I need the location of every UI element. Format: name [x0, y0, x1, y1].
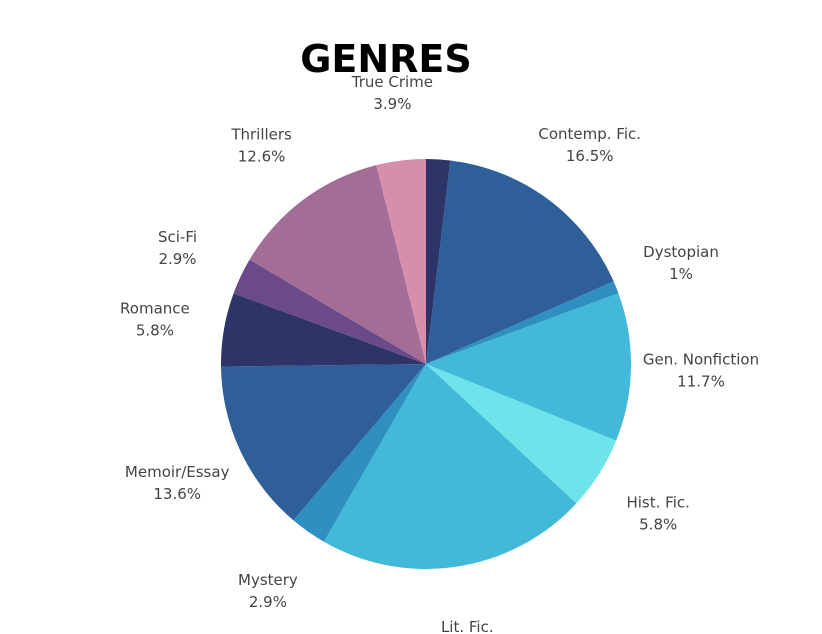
slice-label-romance: Romance 5.8%	[120, 300, 190, 340]
pie-slice-lit-fic	[323, 364, 577, 570]
slice-labels: Contemp. Fic. 16.5% Dystopian 1% Gen. Nonfic…	[120, 73, 759, 634]
chart-title: GENRES	[300, 37, 472, 81]
pie-slice-contemp-fic	[426, 160, 614, 364]
pie-slice-true-crime	[376, 159, 426, 364]
pie-slice-thrillers	[249, 165, 426, 364]
slice-label-contemp-fic: Contemp. Fic. 16.5%	[538, 125, 641, 165]
slice-label-hist-fic: Hist. Fic. 5.8%	[626, 493, 689, 533]
slice-label-mystery: Mystery 2.9%	[238, 571, 298, 611]
slice-label-gen-nonfiction: Gen. Nonfiction 11.7%	[643, 350, 759, 390]
pie-slice-romance	[221, 293, 426, 367]
pie-slice-mystery	[293, 364, 426, 542]
slice-label-thrillers: Thrillers 12.6%	[230, 126, 292, 166]
pie-slice-unlabeled-0	[426, 159, 451, 364]
slice-label-memoir-essay: Memoir/Essay 13.6%	[125, 463, 230, 503]
slice-label-sci-fi: Sci-Fi 2.9%	[158, 228, 197, 268]
slice-label-dystopian: Dystopian 1%	[643, 243, 719, 283]
pie-slices	[221, 159, 632, 570]
pie-slice-sci-fi	[233, 259, 426, 364]
slice-label-lit-fic: Lit. Fic.21.4%	[441, 618, 494, 634]
pie-slice-hist-fic	[426, 364, 617, 504]
pie-slice-memoir-essay	[221, 364, 426, 521]
pie-slice-dystopian	[426, 281, 619, 364]
pie-slice-gen-nonfiction	[426, 293, 632, 441]
slice-label-true-crime: True Crime 3.9%	[351, 73, 433, 113]
